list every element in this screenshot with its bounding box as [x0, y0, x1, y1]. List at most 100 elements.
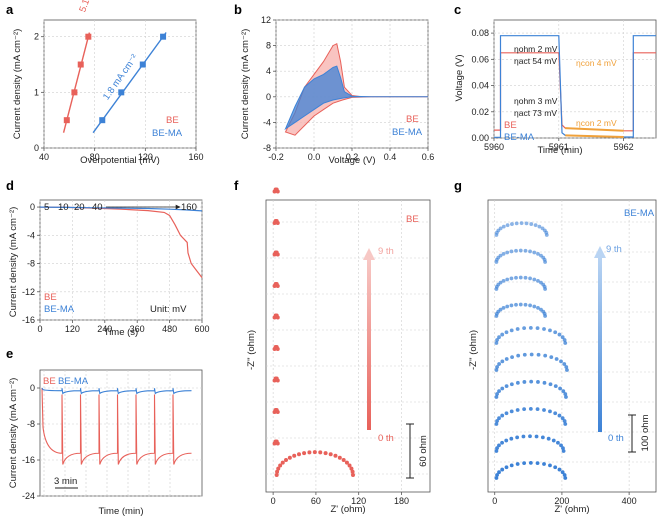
- unit-note-d: Unit: mV: [150, 304, 187, 315]
- x-axis-label-e: Time (min): [98, 506, 143, 517]
- axes-frame-f: [265, 199, 431, 493]
- axes-frame-c: [493, 19, 657, 139]
- eis-point-bema-2: [542, 408, 546, 412]
- eis-point-bema-3: [529, 379, 534, 384]
- eis-point-bema-9: [505, 223, 510, 228]
- eis-point-bema-5: [522, 326, 527, 331]
- eis-point-bema-2: [500, 413, 505, 418]
- eis-point-bema-2: [495, 419, 499, 423]
- data-point-be: [77, 61, 84, 68]
- eis-point-bema-4: [494, 368, 499, 372]
- scale-bar-label-f: 60 ohm: [418, 435, 429, 467]
- chart-f: 0 60 120 180 Z' (ohm) -Z'' (ohm) BE 9 th 0 …: [246, 187, 431, 515]
- eis-point-bema-7: [518, 275, 523, 280]
- axes-frame-d: [39, 199, 203, 321]
- eis-point-bema-4: [559, 359, 563, 364]
- x-tick-label: 200: [554, 496, 569, 506]
- eis-point-bema-0: [563, 476, 568, 480]
- eis-point-bema-0: [528, 460, 533, 465]
- y-tick-label: 0.08: [471, 28, 489, 38]
- eis-point-bema-4: [554, 357, 559, 361]
- eis-point-bema-2: [509, 409, 514, 414]
- legend-bema-d: BE-MA: [44, 304, 75, 315]
- eis-point-bema-4: [495, 365, 499, 369]
- eis-point-be-0: [323, 451, 328, 456]
- fit-line-bema: [92, 32, 167, 134]
- x-tick-label: 180: [394, 496, 409, 506]
- eis-point-bema-2: [557, 413, 562, 418]
- eis-point-bema-9: [544, 233, 549, 237]
- eis-point-be-5: [275, 315, 280, 320]
- eis-point-bema-3: [504, 384, 509, 389]
- eis-point-bema-3: [564, 395, 568, 399]
- eis-point-bema-3: [563, 392, 568, 396]
- eis-point-bema-6: [523, 302, 528, 307]
- chart-a: 40 80 120 160 0 1 2 Overpotential (mV) Current…: [12, 0, 204, 166]
- step-label-20: 20: [74, 202, 85, 213]
- eis-point-bema-9: [514, 221, 519, 226]
- eis-point-be-9: [275, 189, 280, 194]
- arrow-bottom-label-f: 0 th: [378, 433, 394, 444]
- eis-point-bema-4: [504, 357, 509, 361]
- x-axis-label-c: Time (min): [537, 145, 582, 156]
- y-tick-label: -4: [27, 230, 35, 240]
- eis-point-be-0: [344, 460, 349, 465]
- arrow-top-label-g: 9 th: [606, 244, 622, 255]
- data-point-be: [85, 33, 92, 40]
- y-tick-label: 8: [266, 41, 271, 51]
- legend-bema-a: BE-MA: [152, 128, 183, 139]
- eis-point-bema-8: [501, 251, 506, 256]
- y-tick-label: 2: [34, 32, 39, 42]
- x-tick-label: 5961: [549, 142, 569, 152]
- eis-point-be-6: [275, 284, 280, 288]
- data-point-bema: [99, 117, 106, 124]
- y-tick-label: 0.02: [471, 107, 489, 117]
- eis-point-bema-6: [514, 302, 518, 307]
- data-point-be: [63, 117, 70, 124]
- y-tick-label: 0.04: [471, 81, 489, 91]
- eis-point-bema-2: [515, 408, 520, 412]
- eis-point-bema-9: [529, 222, 534, 226]
- eis-point-bema-3: [509, 382, 514, 387]
- eis-point-bema-4: [543, 353, 548, 358]
- eis-point-bema-8: [518, 248, 523, 253]
- eis-point-be-7: [275, 252, 280, 257]
- eis-point-bema-5: [495, 338, 499, 342]
- annot-be-ohm: ηohm 2 mV: [514, 44, 558, 54]
- progress-arrow-f: [367, 258, 371, 430]
- legend-be-b: BE: [406, 114, 419, 125]
- eis-point-bema-1: [509, 436, 514, 441]
- eis-point-bema-6: [509, 303, 514, 308]
- panel-label-b: b: [234, 2, 242, 17]
- eis-point-bema-2: [560, 416, 565, 421]
- eis-point-be-0: [302, 451, 307, 456]
- eis-point-bema-4: [529, 352, 534, 357]
- eis-point-bema-3: [522, 380, 527, 384]
- eis-point-be-8: [275, 221, 280, 225]
- y-tick-label: -12: [22, 287, 35, 297]
- eis-point-be-0: [347, 463, 352, 468]
- eis-point-be-0: [328, 452, 333, 457]
- eis-point-bema-3: [558, 386, 562, 391]
- y-tick-label: 1: [34, 87, 39, 97]
- eis-point-bema-1: [556, 440, 560, 445]
- eis-point-bema-7: [501, 278, 506, 283]
- progress-arrowhead-g: [594, 246, 606, 258]
- x-axis-label-a: Overpotential (mV): [80, 155, 160, 166]
- eis-point-bema-2: [522, 407, 527, 412]
- axes-frame-g: [487, 199, 657, 493]
- eis-point-be-0: [296, 452, 301, 457]
- eis-point-bema-6: [505, 304, 510, 309]
- eis-point-bema-1: [500, 440, 504, 445]
- fit-line-be: [62, 32, 91, 133]
- eis-point-be-0: [350, 469, 355, 474]
- eis-point-bema-6: [498, 307, 503, 312]
- eis-point-bema-1: [515, 435, 520, 440]
- panel-label-f: f: [234, 178, 239, 193]
- eis-point-bema-4: [497, 362, 501, 366]
- x-tick-label: 60: [311, 496, 321, 506]
- y-tick-label: -8: [27, 259, 35, 269]
- x-tick-label: 5960: [484, 142, 504, 152]
- y-tick-label: 12: [261, 15, 271, 25]
